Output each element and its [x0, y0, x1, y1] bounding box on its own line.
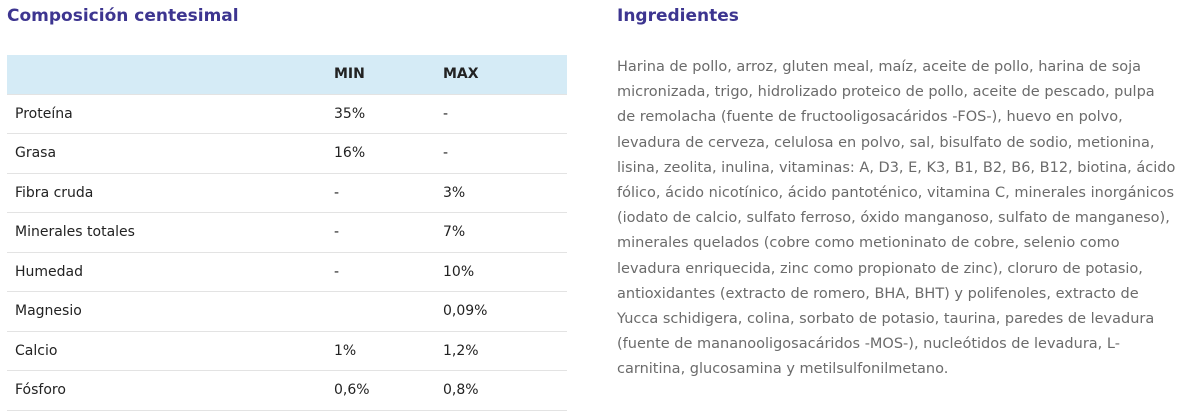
nutrient-min — [334, 292, 443, 332]
ingredients-section: Ingredientes Harina de pollo, arroz, glu… — [617, 0, 1187, 377]
nutrient-max: 3% — [443, 184, 466, 201]
composition-section: Composición centesimal MIN MAX Proteína … — [7, 0, 567, 410]
nutrient-name: Proteína — [15, 105, 73, 122]
nutrient-max: 1,2% — [443, 342, 479, 359]
table-header-row: MIN MAX — [7, 55, 567, 94]
nutrient-max: 0,09% — [443, 303, 488, 320]
nutrient-name: Fósforo — [15, 382, 66, 399]
header-min: MIN — [334, 66, 365, 83]
header-max: MAX — [443, 66, 479, 83]
nutrient-name: Grasa — [15, 145, 57, 162]
nutrient-name: Humedad — [15, 263, 84, 280]
header-nutrient — [7, 55, 334, 94]
nutrient-min: - — [334, 224, 340, 241]
nutrient-max: 7% — [443, 224, 466, 241]
table-row: Minerales totales - 7% — [7, 212, 567, 253]
table-row: Fósforo 0,6% 0,8% — [7, 370, 567, 410]
ingredients-title: Ingredientes — [617, 6, 739, 26]
nutrient-min: 35% — [334, 105, 366, 122]
nutrient-max: - — [443, 145, 449, 162]
nutrient-min: 0,6% — [334, 382, 370, 399]
nutrient-min: 16% — [334, 145, 366, 162]
nutrient-name: Minerales totales — [15, 224, 135, 241]
table-row: Proteína 35% - — [7, 94, 567, 134]
ingredients-text: Harina de pollo, arroz, gluten meal, maí… — [617, 59, 1176, 378]
composition-table: MIN MAX Proteína 35% - Grasa 16% - Fibra… — [7, 55, 567, 411]
composition-title: Composición centesimal — [7, 6, 239, 26]
nutrient-name: Fibra cruda — [15, 184, 94, 201]
table-row: Calcio 1% 1,2% — [7, 331, 567, 371]
table-row: Magnesio 0,09% — [7, 291, 567, 332]
nutrient-min: - — [334, 263, 340, 280]
nutrient-max: 10% — [443, 263, 475, 280]
table-row: Humedad - 10% — [7, 252, 567, 292]
nutrient-name: Calcio — [15, 342, 58, 359]
table-row: Grasa 16% - — [7, 133, 567, 174]
nutrient-max: - — [443, 105, 449, 122]
table-row: Fibra cruda - 3% — [7, 173, 567, 213]
nutrient-min: 1% — [334, 342, 357, 359]
nutrient-min: - — [334, 184, 340, 201]
nutrient-max: 0,8% — [443, 382, 479, 399]
nutrient-name: Magnesio — [15, 303, 82, 320]
